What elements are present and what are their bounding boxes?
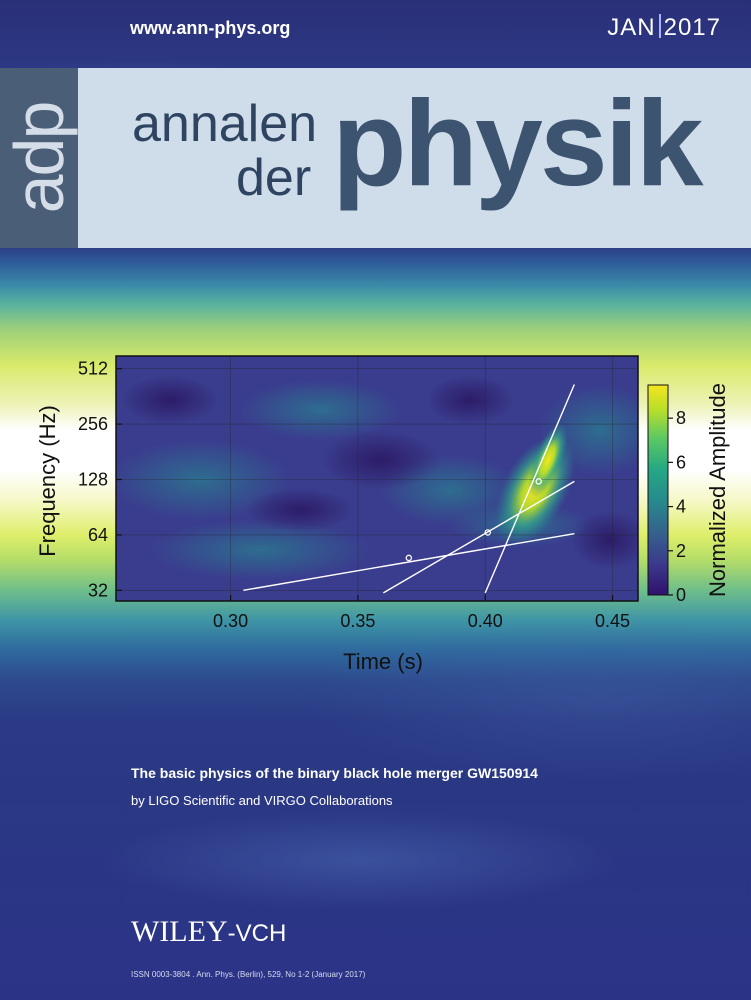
- plot-frame: [115, 355, 639, 602]
- colorbar-tick-label: 6: [676, 452, 686, 472]
- y-tick-label: 512: [78, 359, 108, 379]
- journal-title-der: der: [236, 149, 312, 207]
- x-tick-label: 0.30: [213, 611, 248, 631]
- issue-month: JAN: [607, 14, 656, 41]
- issue-date: JAN 2017: [607, 14, 721, 42]
- journal-url[interactable]: www.ann-phys.org: [130, 18, 291, 38]
- masthead-band: [0, 68, 751, 248]
- track-intersection-marker: [405, 554, 413, 562]
- frequency-tracks: [243, 384, 575, 594]
- adp-logo-text: adp: [0, 102, 78, 214]
- y-axis-ticks: 32 64 128 256 512: [78, 359, 122, 600]
- publisher-suffix: -VCH: [227, 920, 287, 947]
- journal-title-annalen: annalen: [132, 95, 318, 153]
- y-axis-title: Frequency (Hz): [35, 405, 60, 557]
- colorbar-tick-label: 0: [676, 585, 686, 605]
- colorbar-tick-label: 8: [676, 408, 686, 428]
- frequency-track-line: [383, 480, 575, 594]
- x-axis-title: Time (s): [343, 649, 423, 674]
- x-tick-label: 0.35: [340, 611, 375, 631]
- publisher-logo: WILEY-VCH: [131, 917, 286, 947]
- publisher-name: WILEY: [131, 915, 228, 948]
- track-intersection-marker: [484, 529, 492, 536]
- x-tick-label: 0.40: [468, 611, 503, 631]
- colorbar-title: Normalized Amplitude: [705, 383, 730, 597]
- colorbar-tick-label: 4: [676, 497, 686, 517]
- y-tick-label: 64: [88, 525, 108, 545]
- y-tick-label: 128: [78, 470, 108, 490]
- colorbar-tick-label: 2: [676, 541, 686, 561]
- y-tick-label: 256: [78, 414, 108, 434]
- spectrogram-texture: [116, 375, 638, 580]
- colorbar: 0 2 4 6 8 Normalized Amplitude: [647, 383, 730, 605]
- track-intersection-marker: [535, 478, 542, 485]
- spectrogram-plot-area: 0.30 0.35 0.40 0.45 32 64 128 256 512: [78, 355, 639, 631]
- issn-line: ISSN 0003-3804 . Ann. Phys. (Berlin), 52…: [131, 970, 366, 979]
- frequency-track-line: [484, 384, 575, 594]
- cover-story-title: The basic physics of the binary black ho…: [131, 765, 538, 781]
- colorbar-ticks: 0 2 4 6 8: [668, 408, 686, 605]
- cover-story-authors: by LIGO Scientific and VIRGO Collaborati…: [131, 793, 393, 808]
- date-separator: [658, 14, 661, 38]
- journal-title-physik: physik: [332, 75, 703, 211]
- colorbar-gradient: [647, 384, 669, 596]
- frequency-track-line: [243, 532, 575, 592]
- x-tick-label: 0.45: [595, 611, 630, 631]
- y-tick-label: 32: [88, 580, 108, 600]
- issue-year: 2017: [663, 14, 721, 41]
- grid-lines: [116, 356, 638, 601]
- x-axis-ticks: 0.30 0.35 0.40 0.45: [213, 595, 630, 631]
- adp-logo-block: [0, 68, 78, 248]
